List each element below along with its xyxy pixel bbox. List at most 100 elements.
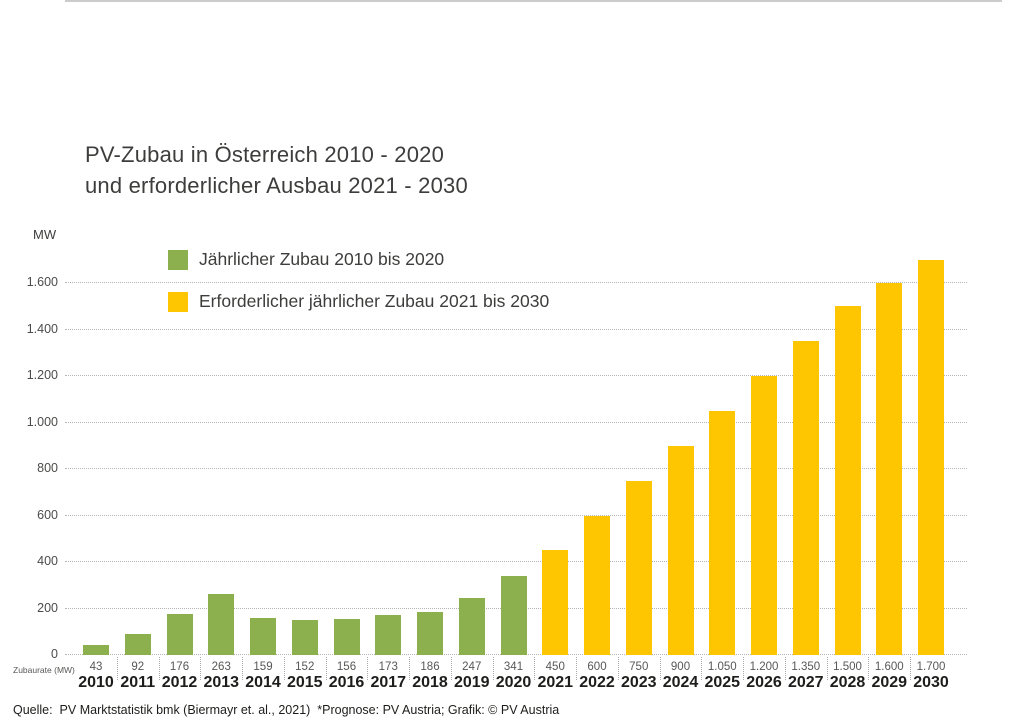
value-2028: 1.500 (833, 661, 862, 673)
bar-2017 (375, 614, 402, 655)
year-label-2024: 2024 (662, 674, 699, 691)
year-label-2014: 2014 (245, 674, 281, 691)
value-separator (492, 657, 494, 680)
legend-swatch-green (168, 249, 188, 270)
value-2030: 1.700 (916, 661, 946, 673)
year-label-2015: 2015 (286, 674, 323, 691)
bar-2011 (124, 633, 151, 655)
year-label-2016: 2016 (328, 674, 365, 691)
value-row-label: Zubaurate (MW) (13, 665, 75, 675)
year-label-2023: 2023 (620, 674, 657, 691)
value-2012: 176 (169, 661, 190, 673)
value-2019: 247 (462, 661, 482, 673)
chart-title-line2: und erforderlicher Ausbau 2021 - 2030 (85, 173, 468, 198)
y-tick-label-1.200: 1.200 (26, 368, 58, 382)
value-separator (283, 657, 285, 680)
bar-2023 (625, 480, 652, 655)
bar-2012 (166, 614, 193, 655)
y-tick-label-1.600: 1.600 (26, 275, 58, 289)
value-2010: 43 (89, 661, 103, 673)
bar-2025 (709, 410, 736, 655)
gridline-400 (65, 561, 967, 562)
value-separator (534, 657, 536, 680)
value-separator (743, 657, 745, 680)
value-2015: 152 (295, 661, 315, 673)
bar-2030 (918, 259, 944, 655)
bar-2016 (333, 618, 360, 655)
bar-2027 (792, 341, 819, 655)
value-2021: 450 (545, 661, 565, 673)
bar-2019 (458, 597, 485, 655)
source-footer: Quelle: PV Marktstatistik bmk (Biermayr … (13, 703, 560, 717)
year-label-2013: 2013 (203, 674, 240, 691)
bar-2010 (83, 645, 109, 655)
gridline-1.200 (65, 375, 967, 376)
year-label-2025: 2025 (704, 674, 741, 691)
value-separator (576, 657, 578, 680)
value-2011: 92 (131, 661, 145, 673)
value-2025: 1.050 (707, 661, 737, 673)
chart-title: PV-Zubau in Österreich 2010 - 2020 und er… (85, 139, 468, 201)
value-2027: 1.350 (791, 661, 821, 673)
bar-2021 (542, 550, 569, 655)
year-label-2010: 2010 (78, 674, 114, 691)
value-separator (200, 657, 202, 680)
bar-2029 (876, 283, 903, 655)
value-separator (910, 657, 912, 680)
y-tick-label-400: 400 (37, 554, 58, 568)
value-2017: 173 (378, 661, 398, 673)
value-2013: 263 (211, 661, 231, 673)
year-label-2018: 2018 (412, 674, 448, 691)
value-separator (242, 657, 244, 680)
value-separator (116, 657, 118, 680)
value-2016: 156 (336, 661, 357, 673)
y-tick-label-1.000: 1.000 (26, 414, 58, 429)
year-label-2030: 2030 (913, 674, 949, 691)
gridline-800 (65, 468, 967, 469)
chart-title-line1: PV-Zubau in Österreich 2010 - 2020 (85, 142, 445, 167)
legend: Jährlicher Zubau 2010 bis 2020 Erforderl… (168, 249, 549, 333)
year-label-2017: 2017 (370, 674, 407, 691)
y-tick-label-200: 200 (37, 600, 58, 615)
value-separator (158, 657, 160, 680)
value-separator (450, 657, 452, 680)
value-2020: 341 (503, 661, 524, 673)
value-2018: 186 (420, 661, 440, 673)
legend-swatch-yellow (168, 291, 188, 312)
value-2023: 750 (629, 661, 649, 673)
value-separator (701, 657, 703, 680)
bar-2018 (417, 611, 443, 655)
top-rule (65, 0, 1002, 2)
y-tick-label-0: 0 (51, 647, 58, 661)
legend-label-zubau-2021-2030: Erforderlicher jährlicher Zubau 2021 bis… (199, 291, 550, 311)
value-2022: 600 (587, 661, 607, 673)
y-tick-label-1.400: 1.400 (26, 321, 58, 336)
value-separator (868, 657, 870, 680)
gridline-1.000 (65, 421, 967, 423)
value-separator (325, 657, 327, 680)
bar-2024 (667, 445, 694, 655)
bar-2028 (834, 306, 861, 655)
year-label-2026: 2026 (746, 674, 782, 691)
value-separator (784, 657, 786, 680)
bar-2020 (500, 575, 527, 655)
y-tick-label-800: 800 (37, 461, 58, 475)
year-label-2028: 2028 (829, 674, 866, 691)
value-separator (617, 657, 619, 680)
y-tick-label-600: 600 (37, 507, 58, 522)
value-separator (367, 657, 369, 680)
value-separator (826, 657, 828, 680)
bar-2015 (291, 619, 318, 655)
value-separator (659, 657, 661, 680)
year-label-2012: 2012 (161, 674, 198, 691)
gridline-1.600 (65, 282, 967, 283)
year-label-2011: 2011 (120, 674, 156, 691)
bar-2013 (208, 593, 235, 655)
legend-item-zubau-2021-2030: Erforderlicher jährlicher Zubau 2021 bis… (168, 291, 549, 312)
y-axis-unit-label: MW (33, 227, 57, 242)
value-2024: 900 (670, 661, 691, 673)
year-label-2021: 2021 (537, 674, 574, 691)
bar-2026 (751, 376, 777, 655)
bar-2022 (584, 515, 610, 655)
